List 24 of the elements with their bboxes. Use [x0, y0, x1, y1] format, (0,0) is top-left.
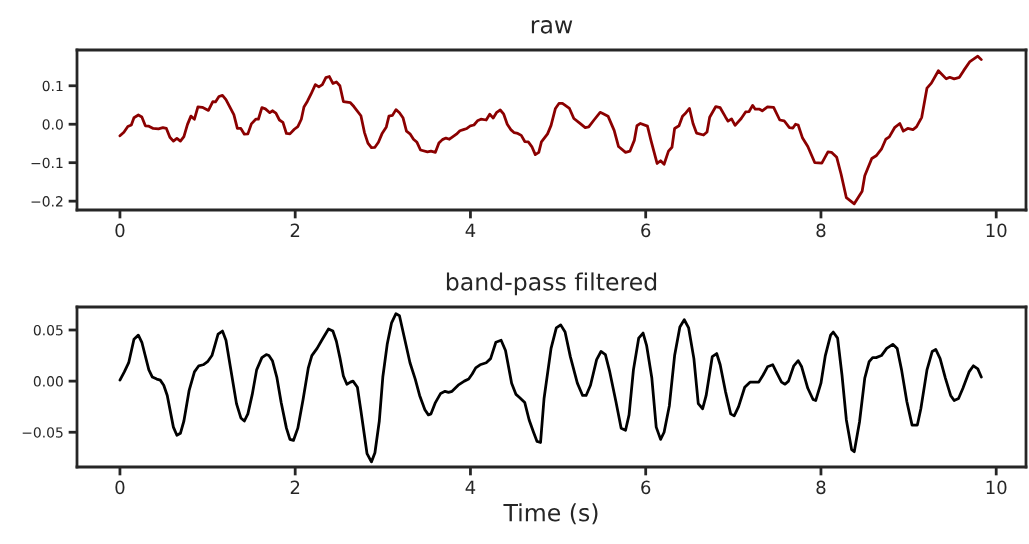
line-series: [118, 54, 983, 206]
y-tick-label: −0.05: [22, 427, 63, 438]
x-tick-label: 2: [290, 480, 300, 494]
y-tick-label: 0.0: [42, 119, 63, 130]
chart-title: band-pass filtered: [446, 272, 657, 296]
x-tick-label: 0: [115, 223, 125, 238]
y-tick-label: 0.00: [33, 376, 63, 387]
x-tick-label: 8: [816, 223, 826, 238]
x-tick-label: 0: [115, 480, 125, 495]
chart-title: raw: [531, 20, 573, 34]
x-tick-label: 2: [290, 223, 300, 237]
x-tick-label: 6: [641, 223, 651, 238]
y-tick-label: 0.05: [33, 324, 63, 336]
x-tick-label: 6: [641, 480, 651, 495]
x-tick-label: 10: [986, 480, 1007, 495]
x-tick-label: 10: [986, 223, 1007, 238]
y-tick-label: −0.2: [31, 196, 63, 207]
x-tick-label: 4: [465, 480, 476, 494]
x-tick-label: 8: [816, 480, 826, 495]
x-axis-title: Time (s): [503, 503, 598, 525]
x-tick-label: 4: [465, 223, 476, 237]
y-tick-label: −0.1: [31, 157, 63, 169]
line-series: [118, 312, 983, 464]
y-tick-label: 0.1: [42, 80, 63, 92]
